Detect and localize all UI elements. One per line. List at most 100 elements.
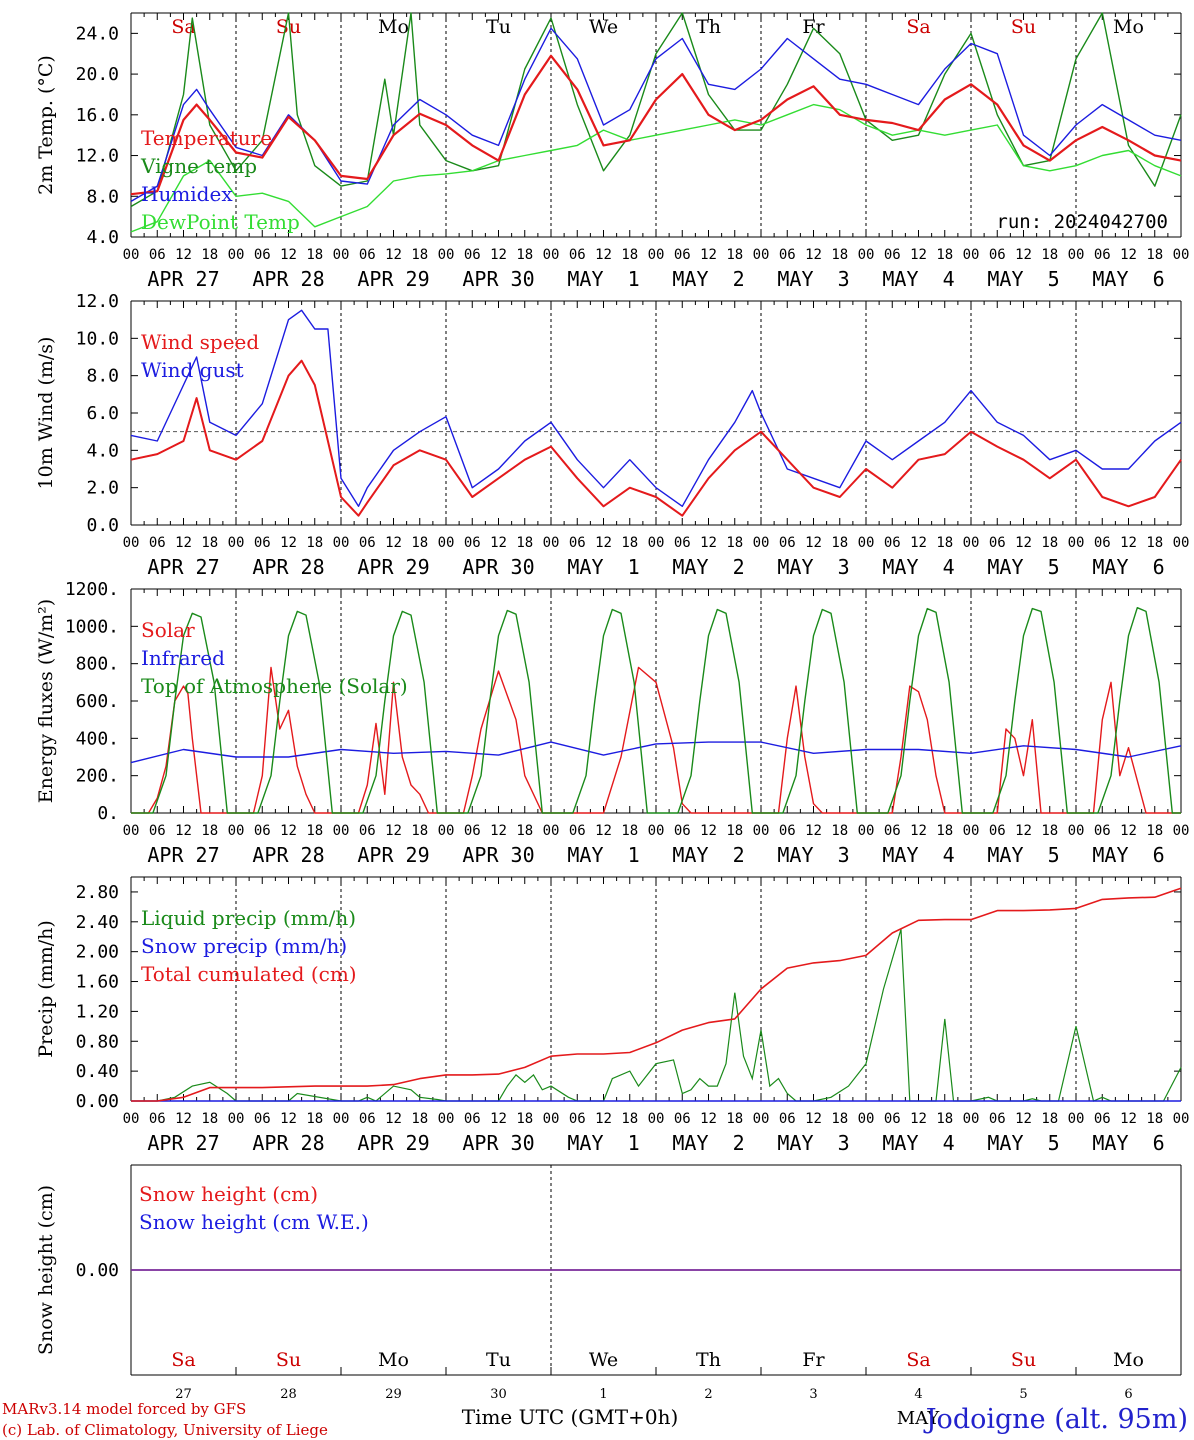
date-label: MAY 4: [882, 267, 954, 291]
y-tick-label: 2.80: [76, 882, 119, 903]
weekday-label: Tu: [486, 1349, 511, 1371]
date-label: MAY 3: [777, 843, 849, 867]
hour-tick-label: 12: [490, 247, 507, 263]
legend-entry: Snow height (cm): [139, 1182, 318, 1206]
date-label: APR 28: [252, 1131, 324, 1155]
hour-tick-label: 00: [753, 247, 770, 263]
hour-tick-label: 12: [700, 535, 717, 551]
hour-tick-label: 06: [149, 823, 166, 839]
hour-tick-label: 00: [1068, 247, 1085, 263]
y-tick-label: 4.0: [86, 227, 119, 248]
date-label: MAY 3: [777, 1131, 849, 1155]
date-label: MAY 6: [1092, 1131, 1164, 1155]
legend-entry: Wind gust: [141, 358, 244, 382]
x-axis-title: Time UTC (GMT+0h): [462, 1405, 679, 1429]
hour-tick-label: 00: [123, 1111, 140, 1127]
legend-entry: DewPoint Temp: [141, 210, 300, 234]
weekday-label: Mo: [1113, 1349, 1144, 1371]
hour-tick-label: 18: [621, 535, 638, 551]
legend-entry: Snow precip (mm/h): [141, 934, 347, 958]
y-tick-label: 10.0: [76, 328, 119, 349]
hour-tick-label: 12: [175, 535, 192, 551]
hour-tick-label: 18: [516, 1111, 533, 1127]
credit-line: (c) Lab. of Climatology, University of L…: [2, 1421, 328, 1439]
hour-tick-label: 06: [569, 1111, 586, 1127]
series-temperature: [130, 54, 1182, 196]
month-label: MAY: [897, 1408, 941, 1429]
hour-tick-label: 00: [648, 247, 665, 263]
date-label: MAY 1: [567, 555, 639, 579]
y-tick-label: 8.0: [86, 366, 119, 387]
hour-tick-label: 12: [805, 823, 822, 839]
hour-tick-label: 18: [621, 247, 638, 263]
hour-tick-label: 06: [149, 247, 166, 263]
hour-tick-label: 18: [1041, 823, 1058, 839]
date-label: MAY 1: [567, 843, 639, 867]
hour-tick-label: 18: [1146, 823, 1163, 839]
series-wind-speed: [130, 359, 1182, 517]
hour-tick-label: 00: [858, 1111, 875, 1127]
legend-entry: Vigne temp: [140, 154, 257, 178]
y-tick-label: 6.0: [86, 403, 119, 424]
weekday-label: Sa: [171, 1349, 195, 1371]
date-label: MAY 5: [987, 1131, 1059, 1155]
y-tick-label: 16.0: [76, 105, 119, 126]
legend-entry: Humidex: [141, 182, 233, 206]
date-label: APR 27: [147, 1131, 219, 1155]
y-tick-label: 1.20: [76, 1001, 119, 1022]
date-label: MAY 2: [672, 843, 744, 867]
hour-tick-label: 06: [569, 247, 586, 263]
legend-entry: Wind speed: [141, 330, 259, 354]
hour-tick-label: 12: [805, 535, 822, 551]
hour-tick-label: 00: [858, 535, 875, 551]
weekday-label: We: [589, 1349, 618, 1371]
y-tick-label: 0.0: [86, 515, 119, 536]
legend-entry: Solar: [141, 618, 195, 642]
hour-tick-label: 12: [385, 247, 402, 263]
run-annotation: run: 2024042700: [996, 211, 1168, 233]
hour-tick-label: 06: [884, 1111, 901, 1127]
hour-tick-label: 06: [464, 823, 481, 839]
hour-tick-label: 00: [858, 247, 875, 263]
hour-tick-label: 00: [753, 823, 770, 839]
hour-tick-label: 00: [333, 247, 350, 263]
date-label: MAY 4: [882, 555, 954, 579]
hour-tick-label: 06: [1094, 823, 1111, 839]
date-label: MAY 5: [987, 555, 1059, 579]
y-tick-label: 800.: [76, 654, 119, 675]
y-tick-label: 1.60: [76, 972, 119, 993]
hour-tick-label: 12: [175, 1111, 192, 1127]
hour-tick-label: 18: [516, 247, 533, 263]
hour-tick-label: 00: [1173, 823, 1190, 839]
y-tick-label: 12.0: [76, 146, 119, 167]
hour-tick-label: 00: [1068, 1111, 1085, 1127]
hour-tick-label: 00: [1173, 535, 1190, 551]
hour-tick-label: 18: [936, 247, 953, 263]
hour-tick-label: 18: [306, 823, 323, 839]
date-label: APR 30: [462, 843, 534, 867]
hour-tick-label: 00: [228, 535, 245, 551]
series-wind-gust: [130, 309, 1182, 507]
date-label: APR 30: [462, 1131, 534, 1155]
series-solar: [131, 666, 1181, 814]
hour-tick-label: 00: [438, 823, 455, 839]
hour-tick-label: 06: [254, 1111, 271, 1127]
hour-tick-label: 12: [595, 1111, 612, 1127]
weekday-label: We: [589, 16, 618, 38]
hour-tick-label: 00: [543, 823, 560, 839]
day-number-label: 28: [280, 1387, 297, 1402]
date-label: MAY 4: [882, 1131, 954, 1155]
hour-tick-label: 18: [831, 535, 848, 551]
hour-tick-label: 06: [359, 1111, 376, 1127]
day-number-label: 5: [1019, 1387, 1027, 1402]
hour-tick-label: 06: [989, 535, 1006, 551]
hour-tick-label: 18: [1041, 1111, 1058, 1127]
y-tick-label: 600.: [76, 691, 119, 712]
hour-tick-label: 12: [175, 823, 192, 839]
hour-tick-label: 18: [831, 823, 848, 839]
hour-tick-label: 00: [123, 823, 140, 839]
hour-tick-label: 00: [1068, 823, 1085, 839]
date-label: MAY 2: [672, 267, 744, 291]
hour-tick-label: 00: [228, 1111, 245, 1127]
date-label: MAY 1: [567, 1131, 639, 1155]
